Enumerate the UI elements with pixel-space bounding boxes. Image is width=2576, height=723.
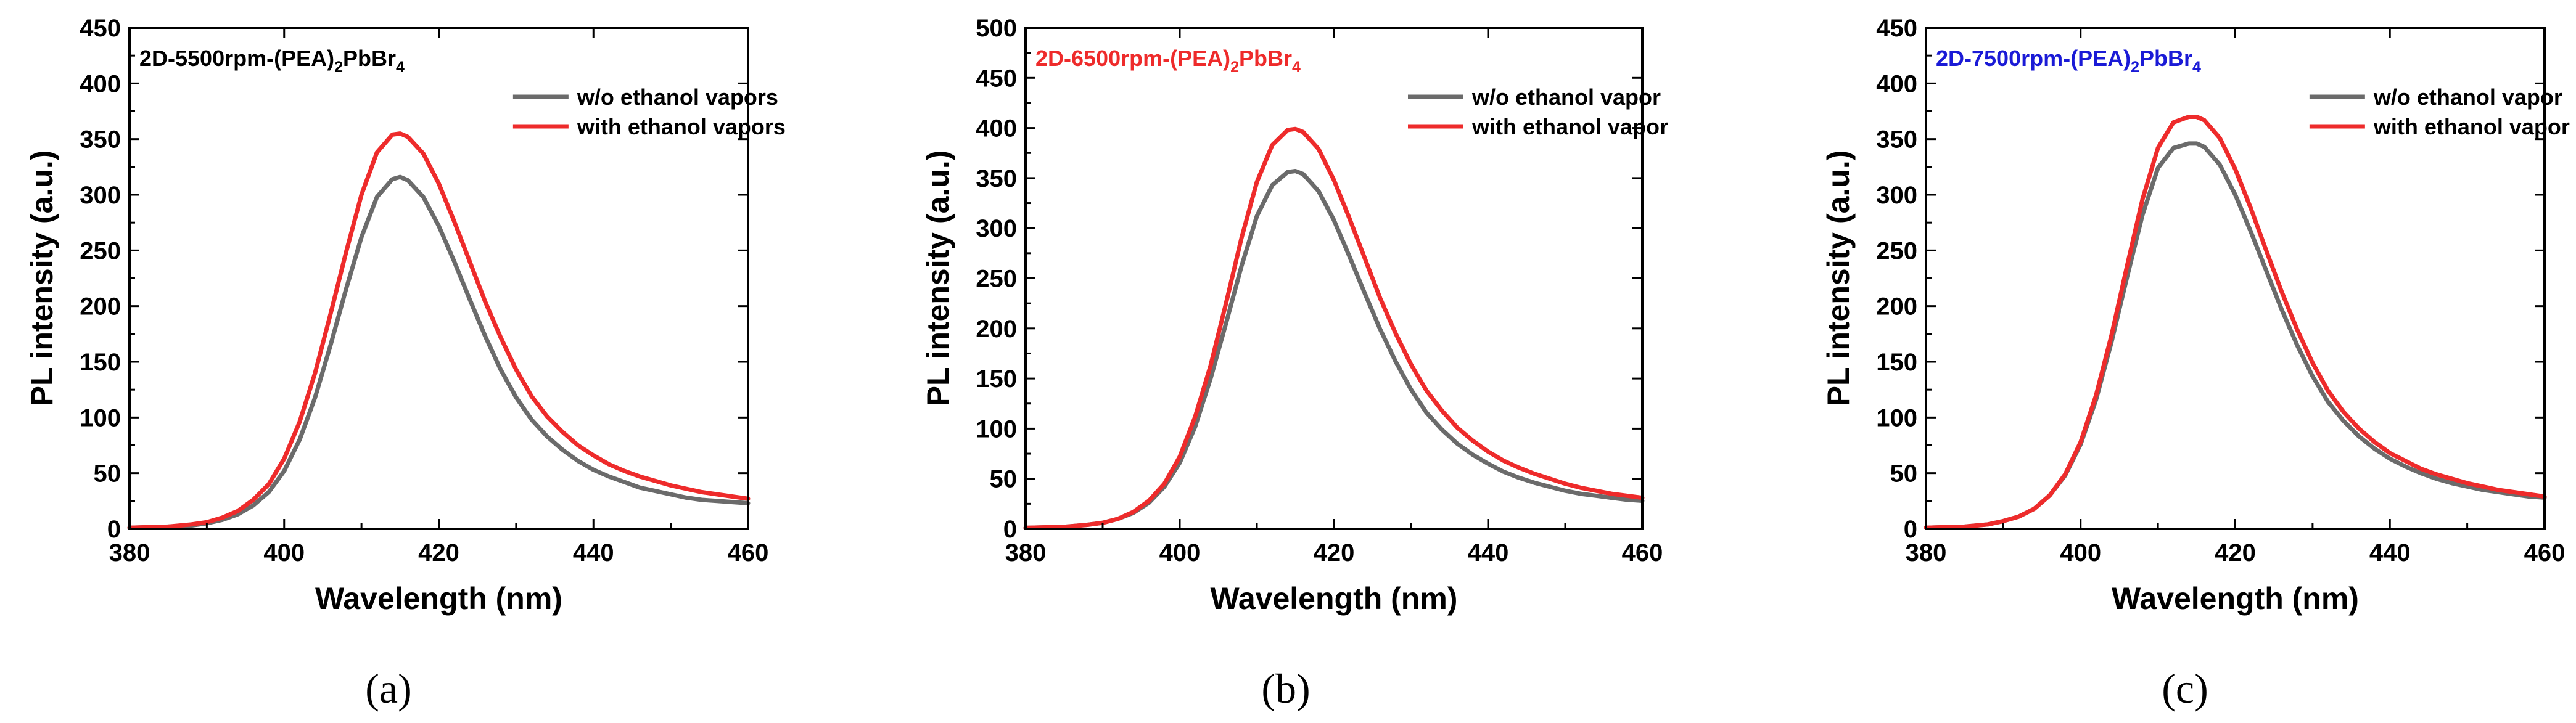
series-line-without-ethanol	[127, 174, 751, 530]
legend-label: with ethanol vapor	[2373, 114, 2570, 139]
y-tick-label: 350	[1876, 126, 1917, 153]
y-tick-label: 450	[1876, 15, 1917, 42]
panel-caption: (c)	[2162, 665, 2208, 712]
y-tick-label: 400	[976, 115, 1017, 142]
y-axis-label: PL intensity (a.u.)	[1821, 150, 1856, 407]
y-tick-label: 250	[80, 237, 121, 264]
chart-title-part: PbBr	[1239, 46, 1292, 71]
y-tick-label: 0	[1904, 516, 1917, 543]
y-tick-label: 350	[976, 165, 1017, 192]
y-tick-label: 100	[80, 404, 121, 431]
panel-caption: (a)	[365, 665, 411, 712]
chart-title-part: PbBr	[343, 46, 396, 71]
y-tick-label: 50	[990, 466, 1018, 493]
y-tick-label: 0	[107, 516, 121, 543]
legend-label: w/o ethanol vapors	[577, 84, 778, 110]
chart-title-part: 4	[396, 59, 405, 76]
x-tick-label: 380	[109, 539, 150, 566]
x-tick-label: 400	[2060, 539, 2101, 566]
y-tick-label: 0	[1003, 516, 1017, 543]
y-tick-label: 250	[1876, 237, 1917, 264]
x-axis-label: Wavelength (nm)	[1211, 581, 1458, 616]
chart-panel-2: 380 400 420 440 460 0 50 100 150 200 250 300 350 400 4…	[921, 15, 1668, 712]
y-tick-label: 450	[80, 15, 121, 42]
x-tick-label: 420	[2215, 539, 2256, 566]
chart-panel-3: 380 400 420 440 460 0 50 100 150 200 250 300 350 400 4…	[1821, 15, 2570, 712]
chart-title: 2D-7500rpm-(PEA)2PbBr4	[1936, 46, 2201, 76]
y-tick-label: 400	[80, 70, 121, 97]
y-tick-label: 250	[976, 266, 1017, 293]
series-line-without-ethanol	[1924, 141, 2547, 530]
y-tick-label: 200	[80, 293, 121, 321]
legend-label: with ethanol vapor	[1471, 114, 1668, 139]
chart-title-part: 4	[2192, 59, 2201, 76]
y-tick-label: 300	[976, 215, 1017, 242]
y-tick-label: 500	[976, 15, 1017, 42]
chart-title-part: PbBr	[2139, 46, 2192, 71]
x-tick-label: 400	[1159, 539, 1201, 566]
legend-label: w/o ethanol vapor	[1471, 84, 1661, 110]
x-tick-label: 420	[418, 539, 459, 566]
x-tick-label: 440	[2369, 539, 2411, 566]
chart-panel-1: 380 400 420 440 460 0 50 100 150 200 250 300 350 400 4…	[25, 15, 786, 712]
y-tick-label: 100	[976, 415, 1017, 443]
series-line-with-ethanol	[1023, 126, 1645, 530]
y-tick-label: 300	[1876, 182, 1917, 209]
panel-caption: (b)	[1261, 665, 1310, 712]
legend-label: with ethanol vapors	[577, 114, 786, 139]
y-axis-label: PL intensity (a.u.)	[921, 150, 955, 407]
y-tick-label: 150	[80, 349, 121, 376]
y-tick-label: 150	[1876, 349, 1917, 376]
x-tick-label: 380	[1005, 539, 1047, 566]
chart-title-part: 2D-6500rpm-(PEA)	[1035, 46, 1230, 71]
x-tick-label: 460	[728, 539, 769, 566]
series-line-without-ethanol	[1023, 169, 1645, 530]
chart-title-part: 2	[334, 59, 343, 76]
chart-title: 2D-6500rpm-(PEA)2PbBr4	[1035, 46, 1301, 76]
x-tick-label: 440	[1468, 539, 1509, 566]
y-tick-label: 350	[80, 126, 121, 153]
chart-title-part: 4	[1292, 59, 1301, 76]
series-line-with-ethanol	[1924, 115, 2547, 530]
y-axis-label: PL intensity (a.u.)	[25, 150, 59, 407]
chart-title: 2D-5500rpm-(PEA)2PbBr4	[139, 46, 405, 76]
y-tick-label: 200	[1876, 293, 1917, 321]
y-tick-label: 200	[976, 316, 1017, 343]
y-tick-label: 400	[1876, 70, 1917, 97]
x-tick-label: 400	[263, 539, 305, 566]
chart-title-part: 2D-5500rpm-(PEA)	[139, 46, 334, 71]
x-axis-label: Wavelength (nm)	[315, 581, 562, 616]
x-tick-label: 460	[2524, 539, 2566, 566]
y-tick-label: 100	[1876, 404, 1917, 431]
x-tick-label: 420	[1314, 539, 1355, 566]
y-tick-label: 50	[1890, 460, 1918, 488]
x-tick-label: 380	[1906, 539, 1947, 566]
x-tick-label: 460	[1622, 539, 1663, 566]
chart-title-part: 2	[2131, 59, 2139, 76]
legend-label: w/o ethanol vapor	[2373, 84, 2562, 110]
series-line-with-ethanol	[127, 131, 751, 530]
y-tick-label: 450	[976, 65, 1017, 92]
y-tick-label: 300	[80, 182, 121, 209]
y-tick-label: 150	[976, 366, 1017, 393]
chart-title-part: 2	[1230, 59, 1239, 76]
x-axis-label: Wavelength (nm)	[2112, 581, 2359, 616]
x-tick-label: 440	[573, 539, 614, 566]
chart-title-part: 2D-7500rpm-(PEA)	[1936, 46, 2131, 71]
y-tick-label: 50	[94, 460, 121, 488]
